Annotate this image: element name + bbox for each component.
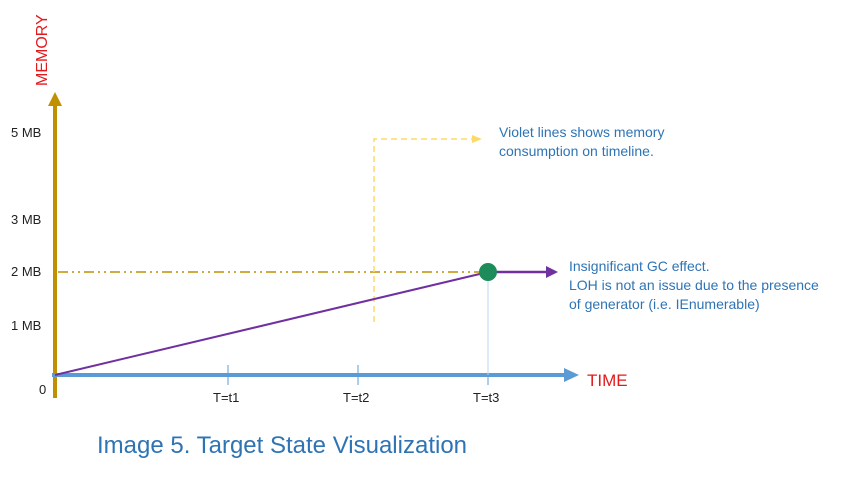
- memory-growth-line: [54, 271, 489, 376]
- callout-arrowhead: [472, 135, 482, 143]
- callout-dashed-connector: [373, 138, 474, 322]
- gc-note-line-3: of generator (i.e. IEnumerable): [569, 296, 760, 312]
- violet-note-line-1: Violet lines shows memory: [499, 124, 665, 140]
- memory-line-arrowhead: [546, 266, 558, 278]
- x-tick-label-t2: T=t2: [343, 390, 370, 405]
- figure-caption: Image 5. Target State Visualization: [97, 432, 468, 459]
- y-axis-title: MEMORY: [34, 14, 51, 86]
- y-tick-label-5mb: 5 MB: [11, 125, 42, 140]
- y-tick-label-2mb: 2 MB: [11, 264, 42, 279]
- y-tick-label-3mb: 3 MB: [11, 212, 42, 227]
- violet-line-note: Violet lines shows memory consumption on…: [499, 123, 664, 161]
- violet-note-line-2: consumption on timeline.: [499, 143, 654, 159]
- gc-note-line-2: LOH is not an issue due to the presence: [569, 277, 819, 293]
- y-tick-label-1mb: 1 MB: [11, 318, 42, 333]
- x-axis-arrowhead: [564, 368, 579, 382]
- gc-effect-note: Insignificant GC effect. LOH is not an i…: [569, 257, 819, 314]
- gc-note-line-1: Insignificant GC effect.: [569, 258, 710, 274]
- x-tick-label-t3: T=t3: [473, 390, 500, 405]
- x-axis-title: TIME: [587, 371, 628, 390]
- y-axis-arrowhead: [48, 92, 62, 106]
- origin-label: 0: [39, 382, 47, 397]
- x-tick-label-t1: T=t1: [213, 390, 240, 405]
- t3-memory-point: [479, 263, 497, 281]
